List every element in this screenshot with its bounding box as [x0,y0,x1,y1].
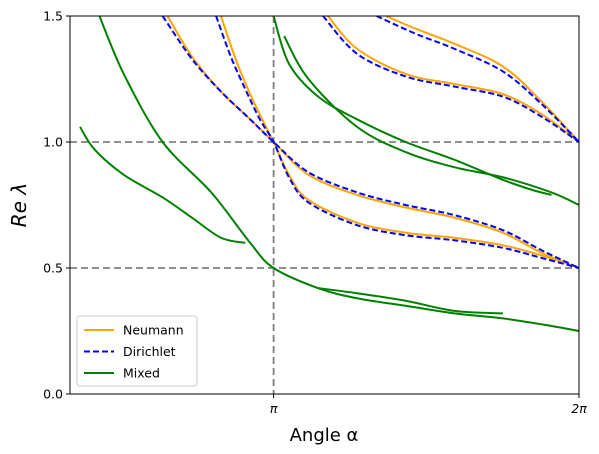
series-line-dirichlet-6 [322,16,579,143]
series-line-neumann-2 [327,16,579,143]
reference-lines [70,16,579,394]
y-tick-label: 1.5 [43,9,63,24]
series-line-neumann-3 [385,16,579,143]
y-tick-label: 0.5 [43,261,63,276]
y-tick-label: 0.0 [43,387,63,402]
series-line-mixed-12 [318,287,503,315]
series-line-mixed-8 [98,16,579,332]
series-line-mixed-11 [283,35,579,206]
series-layer [79,16,579,332]
series-line-dirichlet-4 [161,16,579,269]
series-line-dirichlet-7 [376,16,579,143]
legend-label-dirichlet: Dirichlet [123,344,176,359]
plot-frame [69,15,580,395]
y-axis-title: Re λ [7,183,31,227]
x-tick-label: π [270,401,278,416]
y-tick-label: 1.0 [43,135,63,150]
series-line-neumann-1 [220,16,579,269]
legend: Neumann Dirichlet Mixed [76,315,198,387]
series-line-dirichlet-5 [215,16,579,269]
series-line-mixed-10 [272,16,552,196]
x-tick-label: 2π [571,401,587,416]
legend-label-neumann: Neumann [123,323,184,338]
legend-box [76,315,198,387]
series-line-mixed-9 [79,126,246,244]
ticks-layer: 0.0 0.5 1.0 1.5 π 2π [43,9,587,417]
x-axis-title: Angle α [290,425,359,446]
legend-label-mixed: Mixed [123,366,160,381]
